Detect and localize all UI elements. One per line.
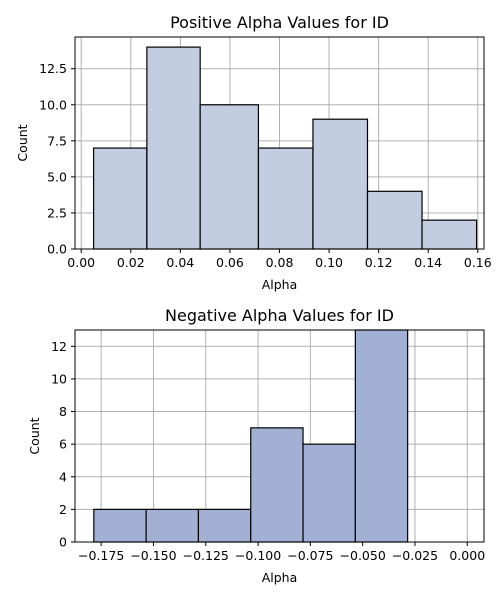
x-tick-label: 0.00 [67,255,95,270]
y-tick-label: 0 [59,535,67,550]
positive-alpha-histogram: 0.00 0.02 0.04 0.06 0.08 0.10 0.12 0.14 0.16 0.0 2… [15,13,492,292]
histogram-bar [312,118,369,250]
x-tick-label: 0.14 [414,255,442,270]
x-tick-label: −0.100 [235,548,281,563]
x-tick-label: −0.050 [340,548,386,563]
x-tick-label: 0.08 [266,255,294,270]
chart-title: Positive Alpha Values for ID [170,13,389,32]
histogram-bar [145,508,200,543]
histogram-bar [197,508,252,543]
x-tick-label: −0.125 [183,548,229,563]
x-tick-label: 0.12 [365,255,393,270]
plot-frame [74,329,485,543]
histogram-bar [92,147,148,250]
y-tick-label: 2.5 [47,205,67,220]
y-tick-label: 2 [59,502,67,517]
y-tick-label: 12.5 [39,61,67,76]
histogram-bar [199,104,260,250]
histogram-bar [146,46,201,250]
histogram-bar [366,190,423,250]
histogram-bar [354,329,409,543]
x-tick-label: 0.10 [315,255,343,270]
x-tick-label: 0.02 [117,255,145,270]
histogram-bar [250,427,304,543]
y-tick-label: 10 [51,371,67,386]
x-tick-label: 0.000 [449,548,485,563]
x-tick-label: 0.04 [166,255,194,270]
x-axis-label: Alpha [262,570,298,585]
y-tick-label: 10.0 [39,97,67,112]
histogram-bar [257,147,314,250]
histogram-bar [302,443,356,543]
histogram-bar [93,508,147,543]
y-tick-label: 5.0 [47,169,67,184]
y-tick-label: 0.0 [47,242,67,257]
negative-alpha-histogram: −0.175 −0.150 −0.125 −0.100 −0.075 −0.050 −0.0… [27,306,485,585]
y-axis-label: Count [15,124,30,161]
x-tick-label: 0.16 [464,255,492,270]
chart-title: Negative Alpha Values for ID [165,306,394,325]
x-tick-label: 0.06 [216,255,244,270]
y-tick-label: 4 [59,469,67,484]
x-tick-label: −0.025 [392,548,438,563]
y-tick-label: 6 [59,437,67,452]
histogram-bar [421,219,478,250]
x-tick-label: −0.150 [130,548,176,563]
y-tick-label: 12 [51,339,67,354]
x-tick-label: −0.175 [78,548,124,563]
y-tick-label: 8 [59,404,67,419]
y-axis-label: Count [27,417,42,454]
x-axis-label: Alpha [262,277,298,292]
y-tick-label: 7.5 [47,133,67,148]
x-tick-label: −0.075 [287,548,333,563]
